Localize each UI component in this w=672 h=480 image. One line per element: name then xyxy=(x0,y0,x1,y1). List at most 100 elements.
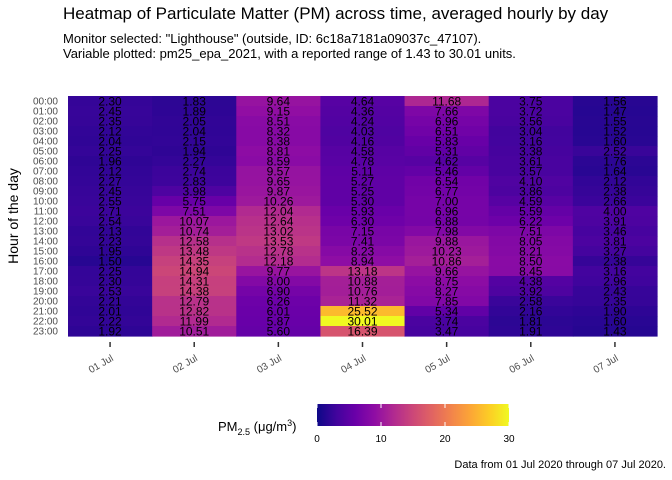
cell-value-label: 1.81 xyxy=(519,315,543,329)
cell-value-label: 2.38 xyxy=(603,255,627,269)
heatmap-cell xyxy=(488,246,574,257)
cell-value-label: 3.16 xyxy=(603,265,627,279)
heatmap-cell xyxy=(320,146,406,157)
heatmap-cell xyxy=(152,196,237,207)
heatmap-cell xyxy=(320,106,406,117)
cell-value-label: 13.18 xyxy=(347,265,377,279)
cell-value-label: 2.12 xyxy=(603,175,627,189)
heatmap-cell xyxy=(320,96,406,107)
cell-value-label: 9.66 xyxy=(435,265,459,279)
cell-value-label: 12.18 xyxy=(263,255,293,269)
heatmap-cell xyxy=(68,196,153,207)
y-axis-ticks: 00:0001:0002:0003:0004:0005:0006:0007:00… xyxy=(33,97,58,338)
cell-value-label: 1.90 xyxy=(603,305,627,319)
cell-value-label: 2.21 xyxy=(98,295,122,309)
cell-value-label: 3.38 xyxy=(519,145,543,159)
cell-value-label: 2.22 xyxy=(98,315,122,329)
heatmap-cell xyxy=(572,216,658,227)
heatmap-cell xyxy=(488,196,574,207)
cell-value-label: 2.66 xyxy=(603,195,627,209)
heatmap-cell xyxy=(320,266,406,277)
y-tick-label: 23:00 xyxy=(33,327,58,338)
cell-value-label: 8.59 xyxy=(267,155,291,169)
heatmap-cell xyxy=(68,256,153,267)
heatmap-cell xyxy=(488,286,574,297)
heatmap-cell xyxy=(68,296,153,307)
cell-value-label: 4.38 xyxy=(519,275,543,289)
heatmap-cell xyxy=(572,196,658,207)
heatmap-cell xyxy=(236,176,322,187)
heatmap-cell xyxy=(236,186,322,197)
heatmap-cell xyxy=(488,306,574,317)
cell-value-label: 6.30 xyxy=(351,215,375,229)
heatmap-cell xyxy=(404,216,490,227)
y-tick-label: 11:00 xyxy=(34,207,59,218)
cell-value-label: 5.25 xyxy=(351,185,375,199)
cell-value-label: 2.83 xyxy=(183,175,207,189)
heatmap-cell xyxy=(320,226,406,237)
cell-value-label: 4.16 xyxy=(351,135,375,149)
cell-value-label: 2.27 xyxy=(98,175,122,189)
y-tick-label: 17:00 xyxy=(33,267,58,278)
legend-title-unit: (μg/m xyxy=(250,419,287,434)
heatmap-cell xyxy=(488,256,574,267)
heatmap-cell xyxy=(404,206,490,217)
cell-value-label: 2.25 xyxy=(98,265,122,279)
cell-value-label: 10.76 xyxy=(347,285,377,299)
heatmap-cell xyxy=(572,206,658,217)
legend-title-sub: 2.5 xyxy=(238,427,251,437)
heatmap-cell xyxy=(152,246,237,257)
x-tick-label: 06 Jul xyxy=(508,353,537,376)
cell-value-label: 1.94 xyxy=(183,145,207,159)
heatmap-cell xyxy=(68,206,153,217)
heatmap-cell xyxy=(572,126,658,137)
heatmap-cell xyxy=(488,106,574,117)
chart-caption: Data from 01 Jul 2020 through 07 Jul 202… xyxy=(454,459,666,471)
heatmap-cell xyxy=(68,136,153,147)
cell-value-label: 25.52 xyxy=(347,305,377,319)
legend-title-unit-end: ) xyxy=(292,419,296,434)
cell-value-label: 2.13 xyxy=(98,225,122,239)
heatmap-cell xyxy=(236,266,322,277)
y-tick-label: 05:00 xyxy=(33,147,58,158)
heatmap-cell xyxy=(68,286,153,297)
heatmap-cell xyxy=(404,196,490,207)
cell-value-label: 2.04 xyxy=(98,135,122,149)
cell-value-label: 3.04 xyxy=(519,125,543,139)
heatmap-cell xyxy=(152,266,237,277)
cell-value-label: 3.57 xyxy=(519,165,543,179)
y-tick-label: 09:00 xyxy=(33,187,58,198)
cell-value-label: 7.41 xyxy=(351,235,375,249)
heatmap-cell xyxy=(488,226,574,237)
heatmap-cell xyxy=(404,136,490,147)
legend-tick-label: 20 xyxy=(439,434,451,445)
cell-value-label: 2.05 xyxy=(183,115,207,129)
cell-value-label: 3.72 xyxy=(519,105,543,119)
y-tick-label: 07:00 xyxy=(33,167,58,178)
heatmap-cell xyxy=(320,216,406,227)
cell-value-label: 2.30 xyxy=(98,95,122,109)
heatmap-cell xyxy=(404,236,490,247)
y-tick-label: 20:00 xyxy=(33,297,58,308)
heatmap-cell xyxy=(488,296,574,307)
heatmap-cell xyxy=(68,106,153,117)
cell-value-label: 2.27 xyxy=(183,155,207,169)
cell-value-label: 1.64 xyxy=(603,165,627,179)
cell-value-label: 4.36 xyxy=(351,105,375,119)
heatmap-cell xyxy=(404,256,490,267)
heatmap-cell xyxy=(152,296,237,307)
cell-value-label: 2.45 xyxy=(98,105,122,119)
cell-value-label: 13.53 xyxy=(263,235,293,249)
heatmap-cell xyxy=(404,96,490,107)
heatmap-cell xyxy=(404,226,490,237)
heatmap-cell xyxy=(236,156,322,167)
heatmap-cell xyxy=(320,196,406,207)
cell-value-label: 4.64 xyxy=(351,95,375,109)
y-tick-label: 18:00 xyxy=(33,277,58,288)
heatmap-cell xyxy=(320,296,406,307)
heatmap-cell xyxy=(236,246,322,257)
heatmap-cell xyxy=(404,286,490,297)
cell-value-label: 13.48 xyxy=(179,245,209,259)
heatmap-cell xyxy=(236,286,322,297)
cell-value-label: 6.26 xyxy=(267,295,291,309)
